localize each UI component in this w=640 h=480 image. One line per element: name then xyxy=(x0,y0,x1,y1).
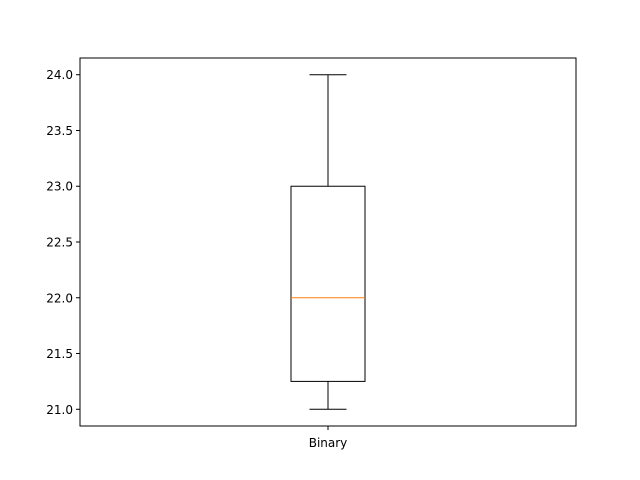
plot-layer xyxy=(290,74,366,410)
axes-frame xyxy=(79,57,577,427)
y-tick-label: 21.0 xyxy=(46,403,73,417)
y-axis-ticks: 21.0 21.5 22.0 22.5 23.0 23.5 24.0 xyxy=(46,68,80,417)
y-tick-label: 21.5 xyxy=(46,347,73,361)
y-tick-label: 22.0 xyxy=(46,291,73,305)
x-axis-ticks: Binary xyxy=(309,426,348,450)
box-iqr xyxy=(290,185,366,382)
x-tick-label: Binary xyxy=(309,436,348,450)
y-tick-label: 22.5 xyxy=(46,236,73,250)
y-tick-label: 23.5 xyxy=(46,124,73,138)
y-tick-label: 24.0 xyxy=(46,68,73,82)
y-tick-label: 23.0 xyxy=(46,180,73,194)
